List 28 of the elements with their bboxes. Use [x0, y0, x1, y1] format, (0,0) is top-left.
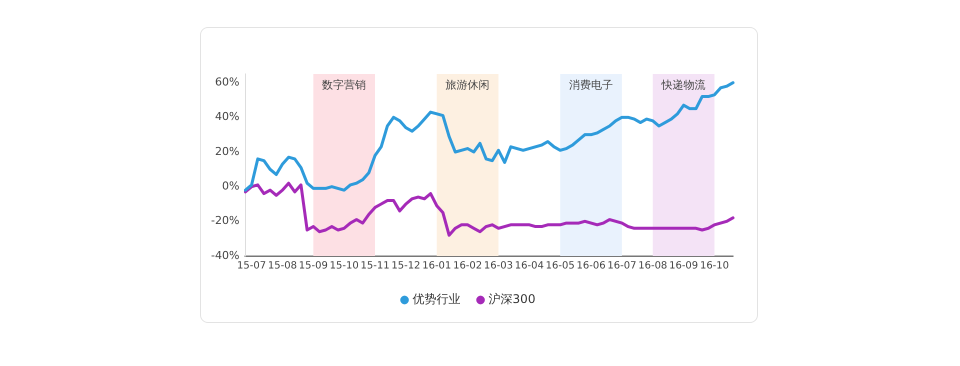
x-tick-label: 16-09 — [669, 260, 698, 272]
x-tick-label: 15-11 — [360, 260, 390, 272]
y-tick-label: 0% — [222, 180, 240, 193]
legend-label: 沪深300 — [488, 292, 536, 306]
x-tick-label: 15-07 — [237, 260, 266, 272]
x-tick-label: 16-06 — [576, 260, 606, 272]
x-tick-label: 16-10 — [700, 260, 730, 272]
x-tick-label: 16-03 — [484, 260, 513, 272]
band-label: 消费电子 — [569, 78, 614, 92]
band-label: 快递物流 — [660, 78, 706, 92]
y-tick-label: 20% — [214, 144, 240, 158]
x-tick-label: 16-07 — [607, 260, 636, 272]
band-label: 数字营销 — [322, 78, 366, 92]
band-label: 旅游休闲 — [446, 78, 490, 92]
x-tick-label: 15-10 — [330, 260, 359, 272]
x-tick-label: 16-08 — [638, 260, 668, 272]
x-tick-label: 16-01 — [422, 260, 452, 272]
y-tick-label: -40% — [210, 248, 240, 262]
x-tick-label: 16-02 — [453, 260, 482, 272]
legend-label: 优势行业 — [412, 292, 461, 306]
y-tick-label: 40% — [214, 110, 240, 124]
x-tick-label: 16-04 — [514, 260, 544, 272]
x-tick-label: 16-05 — [546, 260, 575, 272]
y-tick-label: -20% — [210, 214, 240, 228]
x-tick-label: 15-09 — [298, 260, 328, 272]
y-tick-label: 60% — [214, 76, 240, 89]
x-tick-label: 15-08 — [268, 260, 297, 272]
x-tick-label: 15-12 — [391, 260, 420, 272]
